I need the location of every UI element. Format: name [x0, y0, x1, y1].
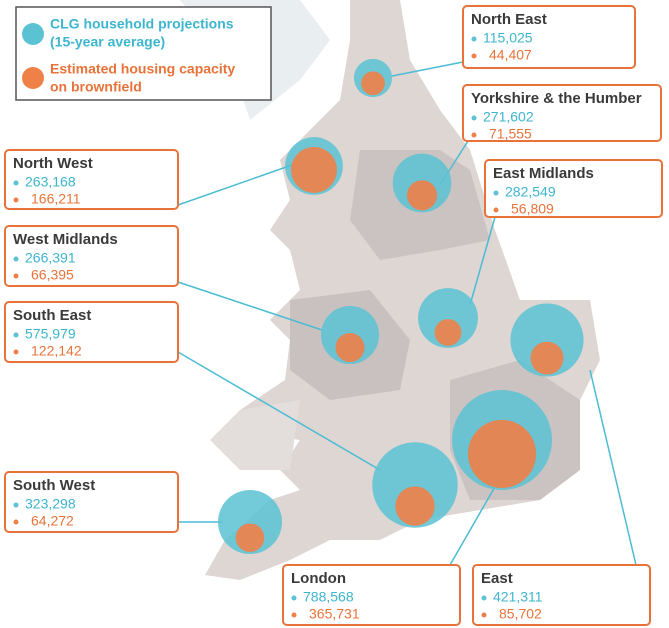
legend-label: Estimated housing capacity	[50, 61, 235, 77]
legend-label: on brownfield	[50, 79, 142, 95]
connector	[391, 61, 464, 77]
household-bubble	[372, 442, 458, 528]
brownfield-value: 66,395	[31, 267, 74, 283]
connector	[469, 216, 496, 306]
household-bubble	[418, 288, 478, 348]
bullet	[13, 180, 19, 186]
household-value: 263,168	[25, 174, 76, 190]
household-value: 266,391	[25, 250, 76, 266]
connectors	[177, 61, 637, 566]
region-name: North East	[471, 11, 547, 28]
label-box	[4, 471, 179, 533]
brownfield-value: 166,211	[31, 191, 81, 207]
region-name: North West	[13, 155, 93, 172]
label-box	[4, 301, 179, 363]
bullet	[493, 190, 499, 196]
label-box	[472, 564, 651, 626]
bullet	[291, 595, 297, 601]
bullet	[471, 53, 477, 59]
bullet	[13, 197, 19, 203]
label-box	[282, 564, 461, 626]
brownfield-bubble	[530, 341, 564, 375]
brownfield-value: 85,702	[499, 606, 542, 622]
household-value: 271,602	[483, 109, 534, 125]
label-box	[4, 225, 179, 287]
brownfield-value: 64,272	[31, 513, 74, 529]
connector	[177, 281, 323, 331]
connector	[177, 351, 381, 471]
region-name: South East	[13, 307, 91, 324]
household-bubble	[217, 489, 283, 555]
region-name: East	[481, 570, 513, 587]
region-name: Yorkshire & the Humber	[471, 90, 642, 107]
legend-box	[15, 6, 272, 101]
region-name: South West	[13, 477, 95, 494]
bullet	[13, 502, 19, 508]
bullet	[291, 612, 297, 618]
region-name: London	[291, 570, 346, 587]
legend-label: (15-year average)	[50, 34, 165, 50]
bullet	[13, 273, 19, 279]
brownfield-value: 122,142	[31, 343, 82, 359]
bullet	[471, 132, 477, 138]
connector	[177, 164, 293, 206]
connector	[449, 477, 501, 566]
brownfield-bubble	[235, 523, 265, 553]
bullet	[13, 256, 19, 262]
brownfield-bubble	[291, 146, 337, 193]
bullet	[13, 349, 19, 355]
label-box	[462, 5, 636, 69]
brownfield-bubble	[361, 71, 385, 96]
brownfield-value: 44,407	[489, 47, 532, 63]
label-box	[484, 159, 663, 218]
household-value: 323,298	[25, 496, 76, 512]
label-box	[4, 149, 179, 210]
legend: CLG household projections (15-year avera…	[15, 6, 272, 101]
region-name: West Midlands	[13, 231, 118, 248]
legend-swatch	[22, 67, 44, 89]
bullet	[481, 612, 487, 618]
brownfield-value: 56,809	[511, 201, 554, 217]
legend-swatch	[22, 23, 44, 45]
bullet	[13, 332, 19, 338]
legend-label: CLG household projections	[50, 16, 234, 32]
brownfield-value: 71,555	[489, 126, 532, 142]
brownfield-bubble	[335, 333, 365, 363]
household-value: 575,979	[25, 326, 76, 342]
bullet	[493, 207, 499, 213]
household-value: 421,311	[493, 589, 543, 605]
bullet	[13, 519, 19, 525]
household-bubble	[510, 303, 584, 377]
bullet	[471, 115, 477, 121]
household-value: 115,025	[483, 30, 533, 46]
connector	[589, 369, 637, 566]
brownfield-bubble	[434, 319, 462, 346]
brownfield-bubble	[406, 180, 438, 211]
region-name: East Midlands	[493, 165, 594, 182]
brownfield-bubble	[395, 486, 435, 526]
brownfield-value: 365,731	[309, 606, 360, 622]
household-value: 788,568	[303, 589, 354, 605]
bullet	[481, 595, 487, 601]
bubbles	[217, 58, 584, 555]
household-value: 282,549	[505, 184, 556, 200]
label-box	[462, 84, 662, 142]
bullet	[471, 36, 477, 42]
brownfield-bubble	[467, 419, 537, 488]
